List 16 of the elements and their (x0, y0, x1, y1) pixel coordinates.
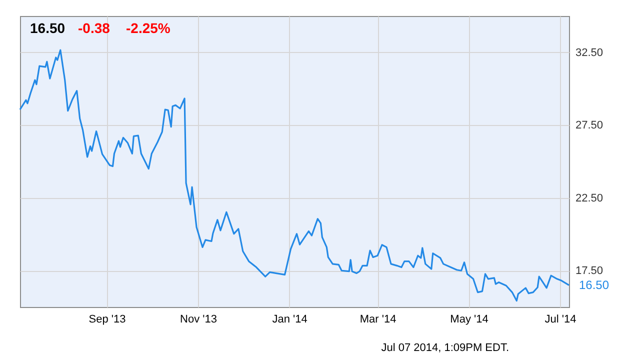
data-label: 16.50 (579, 278, 610, 292)
text: Jul 07 2014, 1:09PM EDT. (381, 342, 509, 354)
annotation: -2.25% (126, 20, 171, 36)
x-tick-label: Jan '14 (272, 314, 308, 326)
y-tick-label: 17.50 (576, 265, 604, 278)
x-tick-label: Jul '14 (544, 314, 576, 326)
x-tick-label: Nov '13 (180, 314, 217, 326)
annotation: 16.50 (30, 20, 66, 36)
y-tick-label: 27.50 (576, 120, 604, 132)
line-series (19, 49, 570, 302)
x-tick-label: May '14 (450, 314, 488, 326)
y-tick-label: 22.50 (576, 192, 604, 204)
x-tick-label: Mar '14 (360, 314, 396, 326)
y-tick-label: 32.50 (576, 46, 604, 59)
x-tick-label: Sep '13 (88, 314, 126, 326)
annotation: -0.38 (78, 20, 110, 36)
